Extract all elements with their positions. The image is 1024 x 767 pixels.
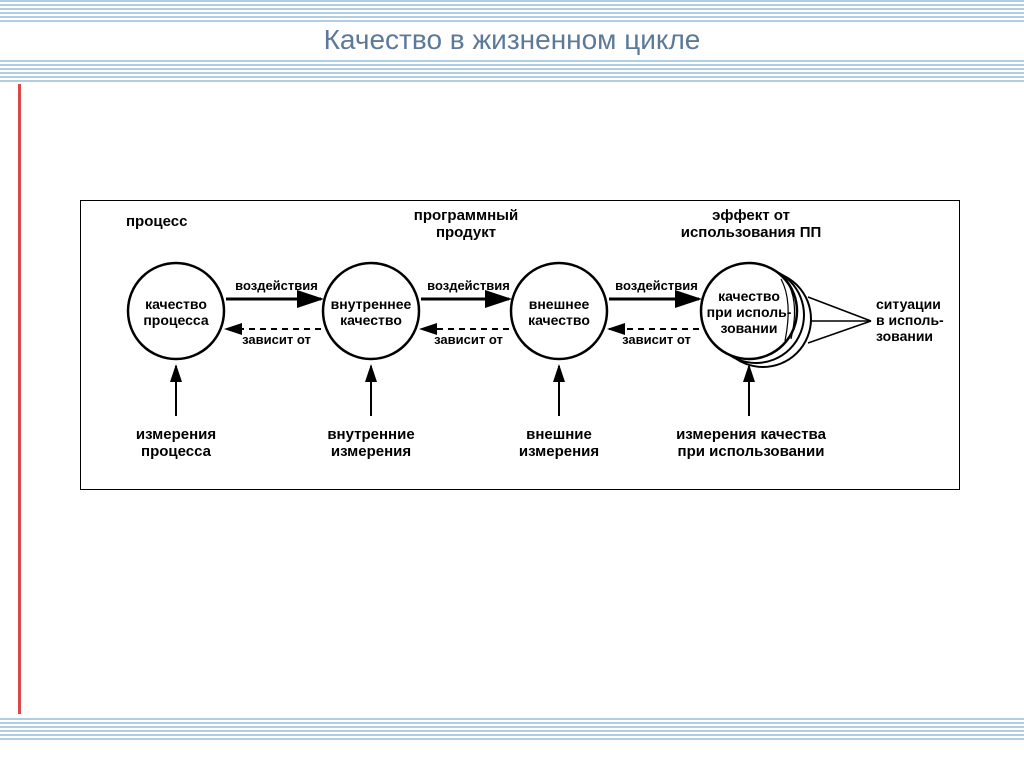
- bottom-label-3: внешниеизмерения: [499, 426, 619, 461]
- node-label-3: внешнеекачество: [514, 296, 604, 328]
- slide-title: Качество в жизненном цикле: [0, 24, 1024, 56]
- fwd-label-3: воздействия: [609, 279, 704, 294]
- title-underline-stripe: [0, 60, 1024, 82]
- top-stripe: [0, 0, 1024, 22]
- back-label-2: зависит от: [421, 333, 516, 348]
- bottom-stripe: [0, 718, 1024, 740]
- back-label-1: зависит от: [229, 333, 324, 348]
- bottom-label-4: измерения качествапри использовании: [656, 426, 846, 461]
- red-accent-bar: [18, 84, 21, 714]
- bottom-label-2: внутренниеизмерения: [311, 426, 431, 461]
- node-label-4: качествопри исполь-зовании: [704, 288, 794, 336]
- lifecycle-diagram: процесс программныйпродукт эффект отиспо…: [80, 200, 960, 490]
- fwd-label-2: воздействия: [421, 279, 516, 294]
- back-label-3: зависит от: [609, 333, 704, 348]
- side-label-situations: ситуациив исполь-зовании: [876, 296, 961, 344]
- fwd-label-1: воздействия: [229, 279, 324, 294]
- node-label-1: качествопроцесса: [131, 296, 221, 328]
- node-label-2: внутреннеекачество: [326, 296, 416, 328]
- title-wrap: Качество в жизненном цикле: [0, 24, 1024, 56]
- bottom-label-1: измеренияпроцесса: [116, 426, 236, 461]
